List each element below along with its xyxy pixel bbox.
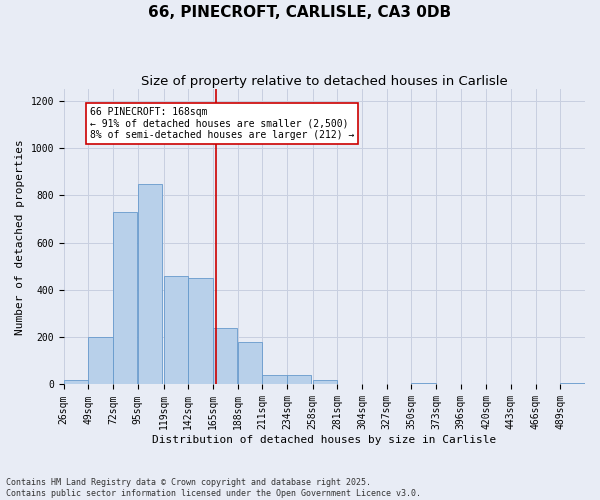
Bar bbox=[64, 380, 88, 384]
Bar bbox=[262, 375, 287, 384]
Bar bbox=[88, 337, 113, 384]
Title: Size of property relative to detached houses in Carlisle: Size of property relative to detached ho… bbox=[141, 75, 508, 88]
X-axis label: Distribution of detached houses by size in Carlisle: Distribution of detached houses by size … bbox=[152, 435, 497, 445]
Bar bbox=[213, 328, 237, 384]
Y-axis label: Number of detached properties: Number of detached properties bbox=[15, 139, 25, 334]
Bar bbox=[313, 380, 337, 384]
Text: Contains HM Land Registry data © Crown copyright and database right 2025.
Contai: Contains HM Land Registry data © Crown c… bbox=[6, 478, 421, 498]
Bar bbox=[188, 278, 212, 384]
Bar bbox=[238, 342, 262, 384]
Bar bbox=[164, 276, 188, 384]
Bar bbox=[287, 375, 311, 384]
Bar bbox=[138, 184, 162, 384]
Text: 66 PINECROFT: 168sqm
← 91% of detached houses are smaller (2,500)
8% of semi-det: 66 PINECROFT: 168sqm ← 91% of detached h… bbox=[89, 107, 354, 140]
Text: 66, PINECROFT, CARLISLE, CA3 0DB: 66, PINECROFT, CARLISLE, CA3 0DB bbox=[148, 5, 452, 20]
Bar bbox=[113, 212, 137, 384]
